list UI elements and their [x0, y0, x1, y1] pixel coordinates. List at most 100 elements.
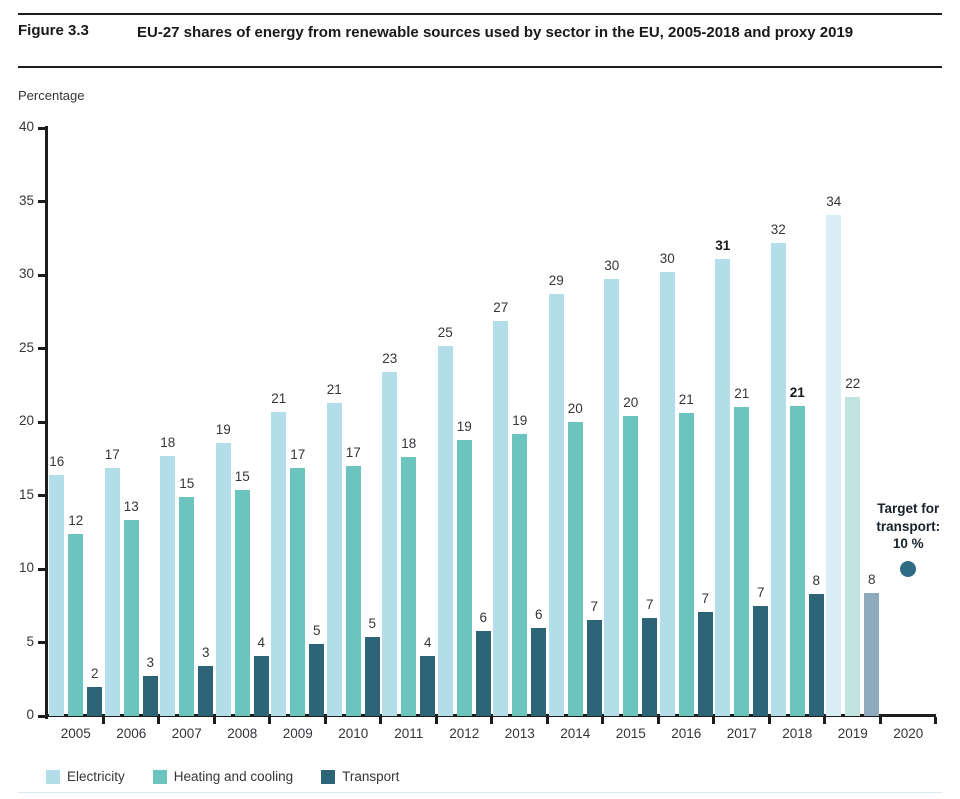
- bar-value-label: 16: [49, 453, 65, 469]
- bar-transport-2012: [475, 630, 491, 716]
- bar-value-label: 22: [845, 376, 861, 391]
- bar-value-label: 23: [382, 351, 398, 367]
- figure-title: EU-27 shares of energy from renewable so…: [137, 24, 854, 41]
- bar-value-label: 19: [512, 412, 528, 428]
- bar-electricity-2008: [215, 442, 231, 716]
- bar-value-label: 17: [345, 445, 361, 461]
- x-axis-tick: [601, 717, 604, 724]
- x-axis-year-label: 2008: [227, 726, 258, 741]
- x-axis-tick: [712, 717, 715, 724]
- bar-value-label: 5: [368, 615, 376, 631]
- target-annotation: Target for transport: 10 %: [843, 500, 960, 553]
- bar-value-label: 30: [659, 251, 675, 267]
- bar-value-label: 18: [160, 434, 176, 450]
- bar-value-label: 13: [123, 499, 139, 515]
- bar-value-label: 29: [548, 273, 564, 289]
- bar-value-label: 2: [90, 665, 99, 681]
- x-axis-year-label: 2012: [449, 726, 480, 741]
- bar-value-label: 15: [179, 475, 195, 491]
- legend-item-electricity: Electricity: [46, 769, 125, 784]
- bar-value-label: 21: [678, 392, 694, 408]
- bar-heating-and-cooling-2009: [290, 467, 306, 716]
- legend-swatch-icon: [321, 769, 336, 784]
- x-axis-tick: [878, 717, 882, 724]
- bar-heating-and-cooling-2005: [68, 533, 84, 716]
- bar-transport-2009: [309, 643, 325, 716]
- bar-electricity-2019: [826, 214, 842, 716]
- bar-electricity-2006: [104, 467, 120, 716]
- bar-heating-and-cooling-2019: [845, 397, 861, 716]
- y-axis-unit-label: Percentage: [18, 88, 85, 103]
- bar-transport-2013: [531, 627, 547, 716]
- bar-electricity-2005: [49, 474, 65, 716]
- x-axis-year-label: 2007: [171, 726, 202, 741]
- x-axis-tick: [379, 717, 382, 724]
- bar-value-label: 21: [271, 390, 287, 406]
- x-axis-year-label: 2011: [394, 726, 424, 741]
- bar-heating-and-cooling-2013: [512, 433, 528, 716]
- bar-heating-and-cooling-2008: [234, 489, 250, 716]
- bar-value-label: 19: [456, 418, 472, 434]
- x-axis-year-label: 2017: [726, 726, 757, 741]
- x-axis-year-label: 2014: [560, 726, 591, 741]
- y-axis-tick-label: 25: [18, 339, 34, 355]
- bar-transport-2008: [253, 655, 269, 716]
- legend-label: Heating and cooling: [173, 769, 294, 784]
- legend-swatch-icon: [152, 769, 167, 784]
- y-axis-tick-label: 10: [18, 560, 34, 575]
- bar-transport-2014: [586, 620, 602, 716]
- bar-value-label: 3: [201, 645, 210, 661]
- bar-value-label: 31: [715, 237, 731, 253]
- y-axis-line: [45, 126, 48, 719]
- bar-electricity-2012: [437, 345, 453, 716]
- bar-value-label: 8: [867, 571, 876, 587]
- bar-value-label: 7: [701, 590, 709, 606]
- y-axis-tick: [38, 420, 45, 424]
- bar-heating-and-cooling-2006: [123, 520, 139, 716]
- bar-value-label: 4: [423, 634, 432, 650]
- figure-number: Figure 3.3: [18, 22, 89, 39]
- bar-value-label: 32: [770, 221, 786, 237]
- x-axis-tick: [934, 717, 937, 724]
- bar-value-label: 19: [215, 421, 231, 437]
- bar-value-label: 12: [68, 512, 84, 528]
- bar-value-label: 5: [312, 622, 321, 638]
- bar-value-label: 30: [604, 258, 620, 274]
- bar-heating-and-cooling-2011: [401, 457, 417, 716]
- bar-value-label: 6: [534, 606, 543, 622]
- y-axis-tick-label: 35: [18, 192, 34, 208]
- bar-value-label: 6: [479, 609, 487, 625]
- y-axis-tick: [38, 126, 45, 130]
- bar-heating-and-cooling-2017: [734, 407, 750, 716]
- bar-electricity-2014: [548, 294, 564, 716]
- x-axis-year-label: 2009: [282, 726, 313, 741]
- bar-value-label: 8: [812, 572, 820, 588]
- bar-value-label: 7: [590, 599, 598, 615]
- x-axis-year-label: 2010: [338, 726, 369, 741]
- x-axis-year-label: 2005: [60, 726, 91, 741]
- bar-value-label: 4: [257, 634, 265, 650]
- x-axis-year-label: 2019: [837, 726, 868, 741]
- y-axis-tick-label: 30: [18, 266, 34, 281]
- bar-electricity-2017: [715, 258, 731, 716]
- legend-item-transport: Transport: [321, 769, 399, 784]
- y-axis-tick: [38, 641, 45, 644]
- bar-heating-and-cooling-2015: [623, 416, 639, 716]
- bar-transport-2017: [753, 605, 769, 716]
- bar-value-label: 7: [645, 596, 654, 612]
- bar-value-label: 20: [567, 401, 583, 416]
- bar-electricity-2010: [326, 402, 342, 716]
- legend-item-heating-and-cooling: Heating and cooling: [152, 769, 294, 784]
- bar-transport-2005: [87, 686, 103, 716]
- x-axis-tick: [545, 717, 549, 724]
- x-axis-tick: [823, 717, 826, 724]
- bar-value-label: 34: [826, 193, 842, 209]
- y-axis-tick: [38, 714, 45, 718]
- x-axis-year-label: 2015: [615, 726, 646, 741]
- chart-legend: Electricity Heating and cooling Transport: [46, 769, 399, 784]
- bar-transport-2007: [198, 666, 214, 716]
- y-axis-tick-label: 5: [26, 633, 34, 649]
- x-axis-tick: [656, 717, 660, 724]
- bar-transport-2018: [808, 593, 824, 716]
- bar-heating-and-cooling-2010: [345, 466, 361, 716]
